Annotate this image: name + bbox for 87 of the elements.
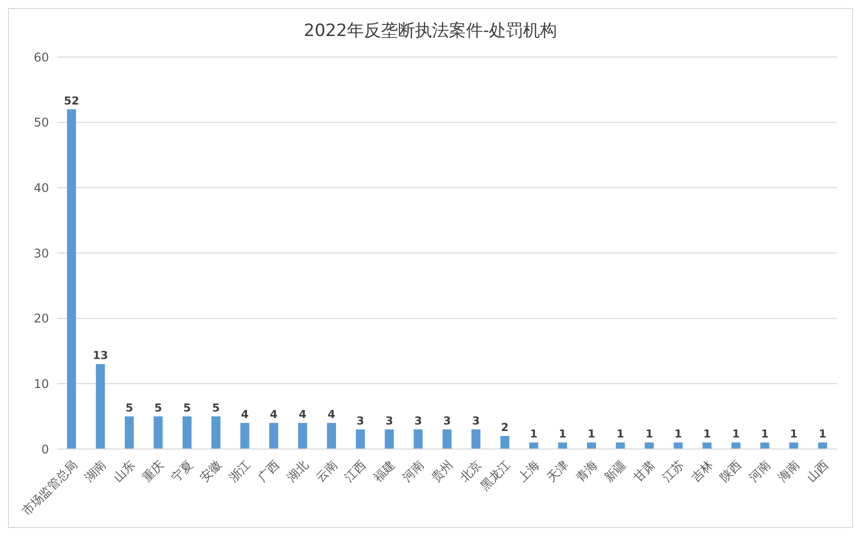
chart-title: 2022年反垄断执法案件-处罚机构 xyxy=(302,20,558,43)
x-tick-label: 青海 xyxy=(573,458,600,484)
x-tick-label: 上海 xyxy=(515,458,542,484)
bar xyxy=(818,442,828,449)
bar xyxy=(731,442,740,449)
data-label: 1 xyxy=(645,427,654,440)
bar xyxy=(616,442,625,449)
x-tick-label: 山西 xyxy=(804,458,831,484)
data-label: 4 xyxy=(270,408,278,421)
data-label: 1 xyxy=(732,427,740,440)
y-tick-label: 10 xyxy=(34,376,49,391)
bar xyxy=(442,429,452,449)
data-label: 3 xyxy=(414,414,422,428)
x-tick-label: 福建 xyxy=(370,458,398,484)
bar xyxy=(384,429,394,449)
x-tick-label: 安徽 xyxy=(197,458,224,484)
bar xyxy=(298,422,308,449)
data-label: 3 xyxy=(443,414,451,428)
bar xyxy=(500,436,510,449)
bar xyxy=(414,429,423,449)
bar xyxy=(269,422,278,449)
data-label: 1 xyxy=(616,427,624,440)
data-label: 4 xyxy=(328,408,336,421)
data-label: 3 xyxy=(385,414,394,428)
x-tick-label: 重庆 xyxy=(140,458,167,484)
x-tick-label: 云南 xyxy=(313,458,340,484)
data-label: 5 xyxy=(183,401,191,414)
x-tick-label: 市场监管总局 xyxy=(19,458,80,518)
data-label: 1 xyxy=(790,427,798,440)
data-label: 5 xyxy=(125,401,134,414)
bar xyxy=(67,109,76,449)
bar xyxy=(789,442,798,449)
x-tick-label: 江苏 xyxy=(660,458,687,484)
x-tick-label: 河南 xyxy=(746,458,774,484)
y-tick-label: 40 xyxy=(34,180,49,195)
x-tick-label: 天津 xyxy=(544,458,571,484)
bar xyxy=(96,364,105,449)
data-label: 3 xyxy=(472,414,480,428)
x-tick-label: 甘肃 xyxy=(630,458,658,484)
bar xyxy=(702,442,712,449)
data-label: 13 xyxy=(92,349,108,362)
data-label: 4 xyxy=(298,408,307,421)
bar xyxy=(240,422,250,449)
bar xyxy=(760,442,770,449)
y-tick-label: 50 xyxy=(34,116,49,130)
data-label: 1 xyxy=(818,427,826,440)
data-label: 1 xyxy=(558,427,566,440)
x-tick-label: 湖南 xyxy=(82,458,109,484)
x-tick-label: 海南 xyxy=(775,458,802,484)
x-tick-label: 宁夏 xyxy=(168,458,196,484)
x-tick-label: 新疆 xyxy=(602,458,629,484)
bar xyxy=(644,442,654,449)
data-label: 1 xyxy=(588,427,596,440)
bar xyxy=(124,416,134,449)
bar xyxy=(211,416,220,449)
x-tick-label: 湖北 xyxy=(284,458,311,484)
y-tick-label: 20 xyxy=(34,312,49,326)
data-label: 52 xyxy=(64,94,80,108)
y-tick-label: 30 xyxy=(34,246,49,260)
data-label: 1 xyxy=(674,427,682,440)
x-tick-label: 河南 xyxy=(400,458,427,484)
bar xyxy=(356,429,365,449)
data-label: 2 xyxy=(501,420,509,434)
data-label: 5 xyxy=(212,401,220,414)
x-tick-label: 广西 xyxy=(255,458,282,484)
data-label: 1 xyxy=(530,427,538,440)
bar xyxy=(327,422,336,449)
x-tick-label: 浙江 xyxy=(226,458,254,484)
x-tick-label: 吉林 xyxy=(688,458,716,484)
bar xyxy=(471,429,480,449)
bar xyxy=(558,442,568,449)
bar xyxy=(154,416,163,449)
data-label: 3 xyxy=(356,414,364,428)
x-tick-label: 贵州 xyxy=(428,458,456,484)
data-label: 1 xyxy=(703,427,711,440)
x-tick-label: 陕西 xyxy=(717,458,744,484)
y-tick-label: 60 xyxy=(34,50,49,64)
bar xyxy=(674,442,683,449)
y-tick-label: 0 xyxy=(41,442,49,456)
bar xyxy=(529,442,538,449)
x-tick-label: 江西 xyxy=(342,458,369,484)
data-label: 4 xyxy=(241,408,250,421)
data-label: 1 xyxy=(761,427,769,440)
data-label: 5 xyxy=(154,401,162,414)
bar xyxy=(587,442,596,449)
x-tick-label: 山东 xyxy=(110,458,138,484)
bar xyxy=(182,416,192,449)
